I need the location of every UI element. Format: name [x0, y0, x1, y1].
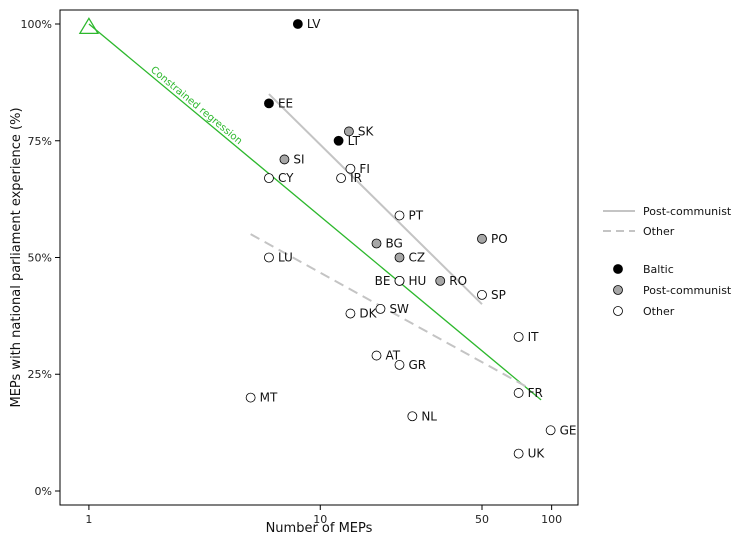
point-label-nl: NL — [421, 409, 437, 423]
x-tick-label: 100 — [541, 513, 562, 526]
data-point-gr — [394, 360, 405, 370]
data-point-fr — [513, 388, 524, 398]
legend-marker-swatch-post-communist — [613, 285, 623, 295]
data-point-cy — [264, 173, 274, 184]
point-label-ge: GE — [560, 423, 577, 437]
point-label-gr: GR — [408, 358, 426, 372]
point-label-sk: SK — [358, 124, 375, 138]
point-label-po: PO — [491, 232, 508, 246]
point-label-lv: LV — [307, 17, 321, 31]
data-point-bg — [371, 238, 382, 249]
data-point-lu — [264, 252, 274, 263]
point-label-bg: BG — [386, 236, 403, 250]
legend-marker-label: Other — [643, 305, 675, 318]
point-label-lu: LU — [278, 251, 293, 265]
data-point-at — [371, 350, 382, 361]
point-label-pt: PT — [408, 208, 423, 222]
point-label-at: AT — [386, 349, 401, 363]
legend-marker-label: Post-communist — [643, 284, 732, 297]
point-label-be: BE — [375, 274, 391, 288]
constrained-anchor-marker — [78, 17, 100, 34]
plot-area: 1 10 50 100 0% 25% 50% 75% 100% Number of MEPs MEP… — [9, 9, 579, 536]
point-label-ir: IR — [350, 171, 362, 185]
data-point-sw — [375, 303, 386, 314]
y-tick-label: 75% — [28, 135, 52, 148]
data-point-pt — [394, 210, 405, 221]
point-label-hu: HU — [408, 274, 426, 288]
constrained-regression-annotation: Constrained regression — [148, 65, 244, 147]
y-tick-label: 25% — [28, 368, 52, 381]
data-point-fi — [345, 163, 356, 174]
x-tick-label: 1 — [85, 513, 92, 526]
data-point-si — [279, 154, 290, 165]
data-point-it — [513, 331, 524, 342]
data-point-lt — [333, 135, 344, 146]
y-tick-label: 100% — [21, 18, 52, 31]
data-point-lv — [292, 19, 303, 29]
data-point-ge — [545, 425, 556, 436]
y-tick-label: 0% — [35, 485, 52, 498]
point-label-sw: SW — [389, 302, 409, 316]
point-label-uk: UK — [528, 447, 546, 461]
point-label-fi: FI — [359, 162, 369, 176]
legend: Post-communist Other Baltic Post-communist O… — [603, 205, 732, 318]
data-point-sp — [477, 289, 487, 300]
data-point-be — [394, 275, 405, 286]
point-label-sp: SP — [491, 288, 506, 302]
legend-line-label: Other — [643, 225, 675, 238]
data-point-ir — [336, 173, 346, 184]
plot-frame — [59, 9, 579, 506]
point-label-lt: LT — [348, 134, 361, 148]
data-point-sk — [344, 126, 354, 137]
regression-line-solid — [268, 93, 483, 305]
point-label-ee: EE — [278, 96, 293, 110]
regression-line-constrained — [88, 23, 542, 401]
data-point-dk — [345, 308, 356, 319]
data-point-cz — [394, 252, 405, 263]
legend-marker-swatch-other — [613, 306, 623, 316]
point-label-it: IT — [528, 330, 540, 344]
data-point-po — [477, 233, 487, 244]
x-axis-title: Number of MEPs — [266, 521, 373, 536]
data-point-uk — [513, 448, 524, 459]
data-point-nl — [407, 411, 418, 422]
x-tick-label: 10 — [313, 513, 327, 526]
point-label-fr: FR — [528, 386, 543, 400]
data-point-ro — [435, 275, 446, 286]
x-tick-label: 50 — [475, 513, 489, 526]
legend-marker-label: Baltic — [643, 263, 674, 276]
y-axis-title: MEPs with national parliament experience… — [9, 107, 24, 407]
legend-line-label: Post-communist — [643, 205, 732, 218]
data-point-mt — [245, 392, 256, 403]
point-label-mt: MT — [260, 391, 278, 405]
point-label-cy: CY — [278, 171, 294, 185]
legend-marker-swatch-baltic — [613, 264, 623, 274]
data-point-ee — [264, 98, 274, 109]
point-label-si: SI — [293, 152, 304, 166]
point-label-cz: CZ — [408, 251, 425, 265]
point-label-dk: DK — [359, 307, 377, 321]
regression-line-dashed — [250, 233, 530, 390]
point-label-ro: RO — [449, 274, 467, 288]
y-tick-label: 50% — [28, 252, 52, 265]
